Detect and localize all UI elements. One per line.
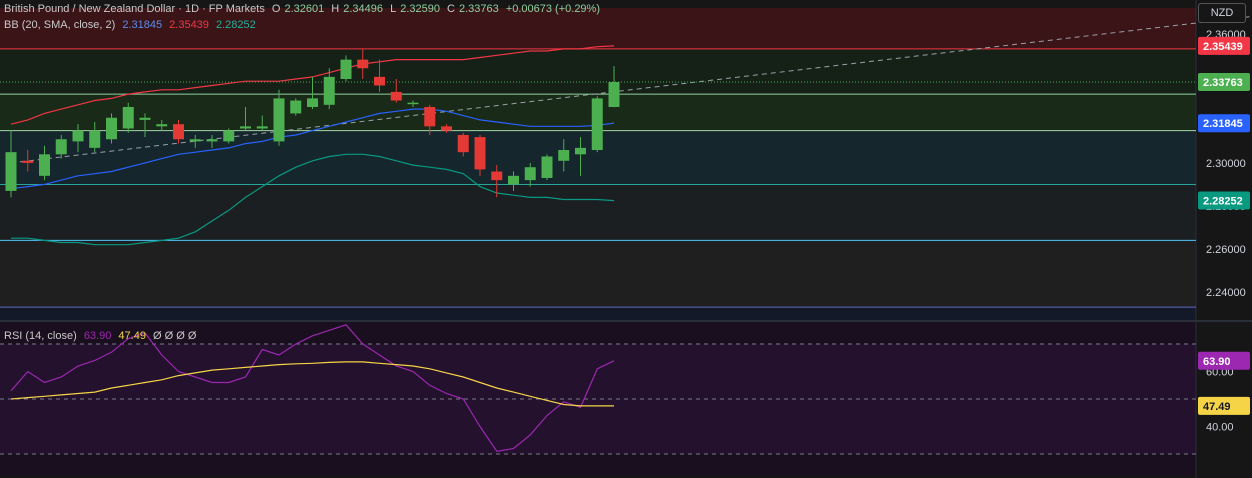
- candle-body[interactable]: [106, 117, 117, 140]
- price-zone: [0, 307, 1196, 320]
- bb-upper-value: 2.35439: [169, 19, 209, 31]
- symbol-legend: British Pound / New Zealand Dollar · 1D …: [4, 2, 608, 16]
- last-price-badge: 2.33763: [1203, 77, 1243, 89]
- candle-body[interactable]: [575, 147, 586, 155]
- candle-body[interactable]: [474, 137, 486, 170]
- candle-body[interactable]: [39, 154, 50, 176]
- candle-body[interactable]: [608, 82, 620, 107]
- high-value: 2.34496: [343, 3, 384, 15]
- ohlc-values: O 2.32601 H 2.34496 L 2.32590 C 2.33763 +0.0…: [271, 3, 600, 15]
- rsi-ma-badge-bg: [1198, 396, 1250, 415]
- candle-body[interactable]: [240, 126, 251, 129]
- bb-upper-badge-bg: [1198, 36, 1250, 55]
- rsi-line: [10, 324, 615, 452]
- close-value: 2.33763: [458, 3, 499, 15]
- bb-legend[interactable]: BB (20, SMA, close, 2) 2.31845 2.35439 2…: [4, 18, 260, 32]
- bb-basis-badge: 2.31845: [1203, 118, 1243, 130]
- candle-body[interactable]: [156, 124, 168, 127]
- horizontal-levels: [0, 16, 1251, 308]
- bb-lower-badge: 2.28252: [1203, 196, 1243, 208]
- bb-basis-badge-bg: [1198, 114, 1250, 133]
- candle-body[interactable]: [340, 59, 352, 80]
- candle-body[interactable]: [256, 126, 268, 129]
- currency-button[interactable]: NZD: [1198, 3, 1246, 23]
- candle-body[interactable]: [290, 100, 302, 114]
- rsi-legend[interactable]: RSI (14, close) 63.90 47.49 Ø Ø Ø Ø: [4, 329, 200, 343]
- price-tick-label: 2.24000: [1206, 287, 1246, 299]
- candle-body[interactable]: [139, 117, 151, 120]
- candle-body[interactable]: [122, 106, 134, 129]
- price-axis[interactable]: 2.360002.340002.320002.300002.280002.260…: [1198, 29, 1250, 434]
- rsi-value-badge-bg: [1198, 351, 1250, 370]
- candle-body[interactable]: [357, 59, 369, 69]
- candle-body[interactable]: [5, 152, 17, 191]
- bb-lower-value: 2.28252: [215, 19, 256, 31]
- candle-body[interactable]: [307, 98, 318, 107]
- bb-basis-line: [10, 108, 615, 190]
- candle-body[interactable]: [273, 98, 285, 142]
- candlesticks[interactable]: [5, 48, 620, 198]
- candle-body[interactable]: [173, 124, 184, 140]
- candle-body[interactable]: [541, 156, 553, 178]
- rsi-ma-line: [10, 361, 614, 407]
- rsi-value-badge: 63.90: [1203, 356, 1231, 368]
- trendline: [10, 16, 1251, 164]
- low-value: 2.32590: [400, 3, 440, 15]
- candle-body[interactable]: [72, 130, 84, 142]
- rsi-ma-value: 47.49: [118, 330, 146, 342]
- price-tick-label: 2.30000: [1206, 158, 1246, 170]
- candle-body[interactable]: [407, 102, 419, 105]
- candle-body[interactable]: [441, 126, 452, 131]
- change-value: +0.00673 (+0.29%): [505, 3, 600, 15]
- rsi-ma-badge: 47.49: [1203, 401, 1231, 413]
- last-price-badge-bg: [1198, 72, 1250, 91]
- price-zone: [0, 8, 1196, 49]
- rsi-label[interactable]: RSI (14, close): [4, 330, 77, 342]
- candle-body[interactable]: [22, 160, 34, 163]
- candle-body[interactable]: [424, 106, 436, 127]
- open-value: 2.32601: [284, 3, 325, 15]
- candle-body[interactable]: [189, 139, 201, 142]
- bb-label[interactable]: BB (20, SMA, close, 2): [4, 19, 116, 31]
- candle-body[interactable]: [524, 167, 536, 181]
- rsi-empty-values: Ø Ø Ø Ø: [153, 330, 197, 342]
- candle-body[interactable]: [508, 175, 519, 185]
- price-tick-label: 2.26000: [1206, 244, 1246, 256]
- bb-lower-badge-bg: [1198, 191, 1250, 210]
- price-zone: [0, 48, 1196, 95]
- candle-body[interactable]: [491, 171, 503, 181]
- bb-upper-badge: 2.35439: [1203, 41, 1243, 53]
- candle-body[interactable]: [89, 130, 101, 148]
- price-zone: [0, 184, 1196, 241]
- rsi-value: 63.90: [83, 330, 112, 342]
- rsi-band-fill: [0, 344, 1196, 454]
- candle-body[interactable]: [374, 76, 385, 86]
- price-zone: [0, 240, 1196, 308]
- candle-body[interactable]: [591, 98, 603, 151]
- candle-body[interactable]: [55, 139, 67, 155]
- rsi-tick-label: 40.00: [1206, 422, 1234, 434]
- candle-body[interactable]: [206, 139, 218, 142]
- candle-body[interactable]: [390, 91, 402, 101]
- bb-basis-value: 2.31845: [122, 19, 163, 31]
- candle-body[interactable]: [223, 130, 235, 142]
- candle-body[interactable]: [558, 150, 570, 161]
- bb-lower-line: [11, 153, 615, 246]
- candle-body[interactable]: [323, 76, 335, 105]
- rsi-pane: [0, 324, 1196, 455]
- symbol-title[interactable]: British Pound / New Zealand Dollar · 1D …: [4, 3, 265, 15]
- candle-body[interactable]: [457, 134, 469, 153]
